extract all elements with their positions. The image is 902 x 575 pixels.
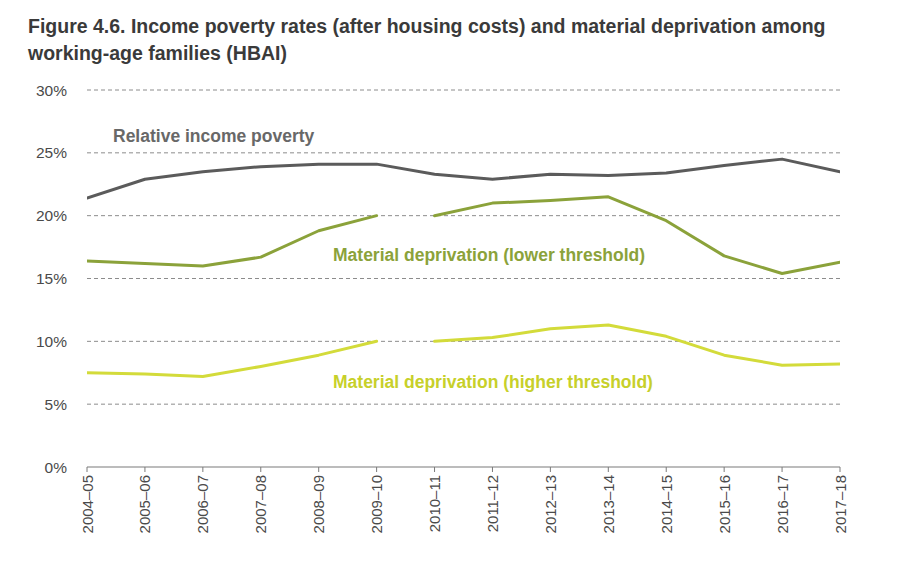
x-tick-label: 2016–17 xyxy=(774,475,791,533)
x-tick-label: 2015–16 xyxy=(716,475,733,533)
y-tick-label: 25% xyxy=(36,144,67,161)
series-label: Material deprivation (higher threshold) xyxy=(333,372,653,392)
x-tick xyxy=(202,467,203,472)
x-tick-label: 2005–06 xyxy=(136,475,153,533)
x-tick-label: 2014–15 xyxy=(658,475,675,533)
y-tick-label: 20% xyxy=(36,207,67,224)
x-axis xyxy=(87,466,840,467)
x-tick xyxy=(492,467,493,472)
x-tick xyxy=(840,467,841,472)
x-tick-label: 2007–08 xyxy=(252,475,269,533)
y-tick-label: 5% xyxy=(45,396,68,413)
x-tick xyxy=(550,467,551,472)
x-tick xyxy=(724,467,725,472)
x-tick-label: 2017–18 xyxy=(832,475,849,533)
series-line xyxy=(435,325,840,365)
x-tick-label: 2008–09 xyxy=(310,475,327,533)
x-tick-label: 2006–07 xyxy=(194,475,211,533)
x-tick xyxy=(608,467,609,472)
x-tick xyxy=(376,467,377,472)
grid-line xyxy=(87,152,840,153)
chart: Figure 4.6. Income poverty rates (after … xyxy=(0,0,902,575)
x-tick-label: 2012–13 xyxy=(542,475,559,533)
series-label: Material deprivation (lower threshold) xyxy=(333,245,645,265)
x-tick xyxy=(782,467,783,472)
x-tick xyxy=(666,467,667,472)
x-tick xyxy=(434,467,435,472)
y-tick-label: 30% xyxy=(36,82,67,99)
x-tick-label: 2010–11 xyxy=(426,475,443,532)
grid-line xyxy=(87,341,840,342)
grid-line xyxy=(87,278,840,279)
series-label: Relative income poverty xyxy=(113,126,315,146)
x-tick-label: 2009–10 xyxy=(368,475,385,533)
title: Figure 4.6. Income poverty rates (after … xyxy=(27,15,826,64)
x-tick xyxy=(318,467,319,472)
x-tick-label: 2011–12 xyxy=(484,475,501,532)
x-tick xyxy=(87,467,88,472)
x-tick-label: 2013–14 xyxy=(600,475,617,533)
x-tick xyxy=(260,467,261,472)
y-range xyxy=(87,90,88,467)
series-line xyxy=(87,159,840,198)
y-tick-label: 10% xyxy=(36,333,67,350)
plot-area xyxy=(87,159,840,376)
y-tick-label: 15% xyxy=(36,270,67,287)
x-tick xyxy=(144,467,145,472)
y-tick-label: 0% xyxy=(45,459,68,476)
grid-line xyxy=(87,404,840,405)
grid-line xyxy=(87,215,840,216)
x-tick-label: 2004–05 xyxy=(79,475,96,533)
grid-line xyxy=(87,90,840,91)
